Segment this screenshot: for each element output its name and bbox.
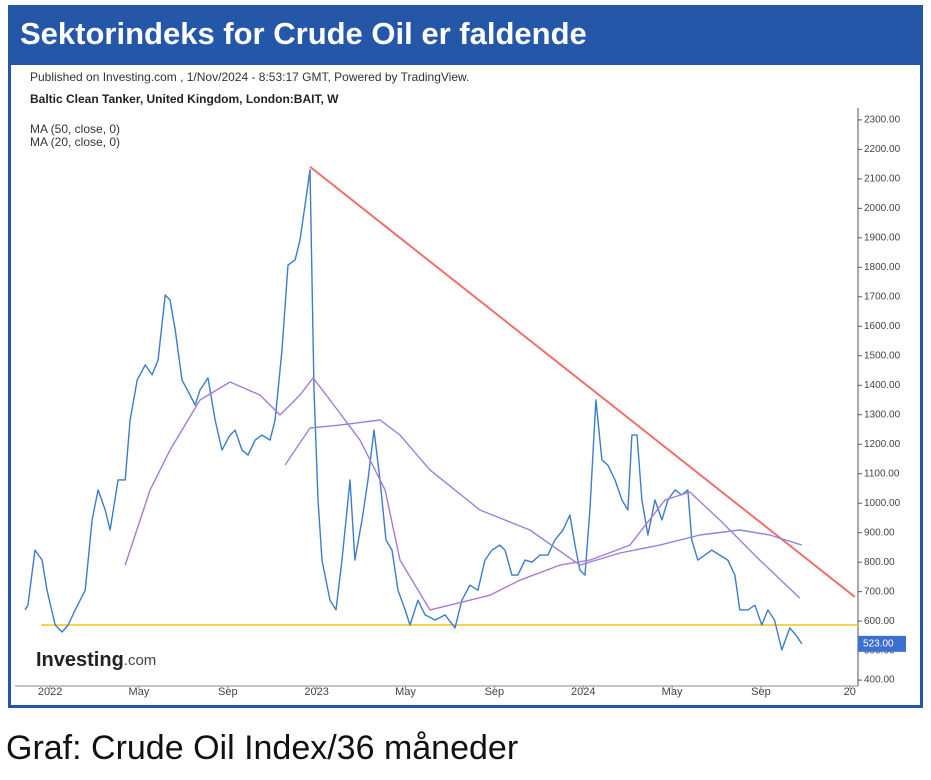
- y-tick-label: 1400.00: [864, 380, 901, 391]
- x-tick-label: 2024: [571, 686, 595, 698]
- y-tick-label: 1600.00: [864, 321, 901, 332]
- symbol-title: Baltic Clean Tanker, United Kingdom, Lon…: [30, 92, 339, 106]
- last-value-box: [858, 635, 906, 652]
- x-tick-label: May: [129, 686, 150, 698]
- y-tick-label: 2000.00: [864, 203, 901, 214]
- x-tick-label: Sep: [751, 686, 771, 698]
- chart-frame: [8, 62, 923, 708]
- x-tick-label: 2023: [304, 686, 328, 698]
- published-note: Published on Investing.com , 1/Nov/2024 …: [30, 70, 469, 84]
- logo: Investing.com: [36, 649, 156, 671]
- y-tick-label: 1900.00: [864, 232, 901, 243]
- y-tick-label: 1100.00: [864, 468, 900, 479]
- y-tick-label: 1200.00: [864, 439, 901, 450]
- legend-label: MA (50, close, 0): [30, 122, 120, 136]
- series-line: [124, 377, 801, 611]
- x-tick-label: 20: [844, 686, 856, 698]
- y-tick-label: 1000.00: [864, 498, 901, 509]
- x-tick-label: 2022: [38, 686, 62, 698]
- y-tick-label: 1800.00: [864, 262, 901, 273]
- logo-suffix: .com: [124, 652, 157, 669]
- y-tick-label: 800.00: [864, 557, 895, 568]
- x-tick-label: Sep: [485, 686, 505, 698]
- y-tick-label: 1500.00: [864, 350, 901, 361]
- x-tick-label: May: [662, 686, 683, 698]
- logo-name: Investing: [36, 649, 124, 671]
- trend-line: [309, 165, 856, 598]
- y-tick-label: 400.00: [864, 675, 895, 686]
- y-tick-label: 1300.00: [864, 409, 901, 420]
- header-bar: [8, 5, 923, 62]
- y-tick-label: 2100.00: [864, 174, 901, 185]
- y-tick-label: 2300.00: [864, 115, 901, 126]
- caption: Graf: Crude Oil Index/36 måneder: [6, 729, 518, 767]
- last-value-label: 523.00: [863, 638, 894, 649]
- y-tick-label: 2200.00: [864, 144, 901, 155]
- y-tick-label: 1700.00: [864, 291, 901, 302]
- x-tick-label: Sep: [218, 686, 238, 698]
- y-tick-label: 700.00: [864, 586, 895, 597]
- y-tick-label: 900.00: [864, 527, 895, 538]
- header-title: Sektorindeks for Crude Oil er faldende: [20, 16, 587, 51]
- series-line: [284, 419, 803, 566]
- y-tick-label: 600.00: [864, 616, 895, 627]
- x-tick-label: May: [395, 686, 416, 698]
- legend-label: MA (20, close, 0): [30, 135, 120, 149]
